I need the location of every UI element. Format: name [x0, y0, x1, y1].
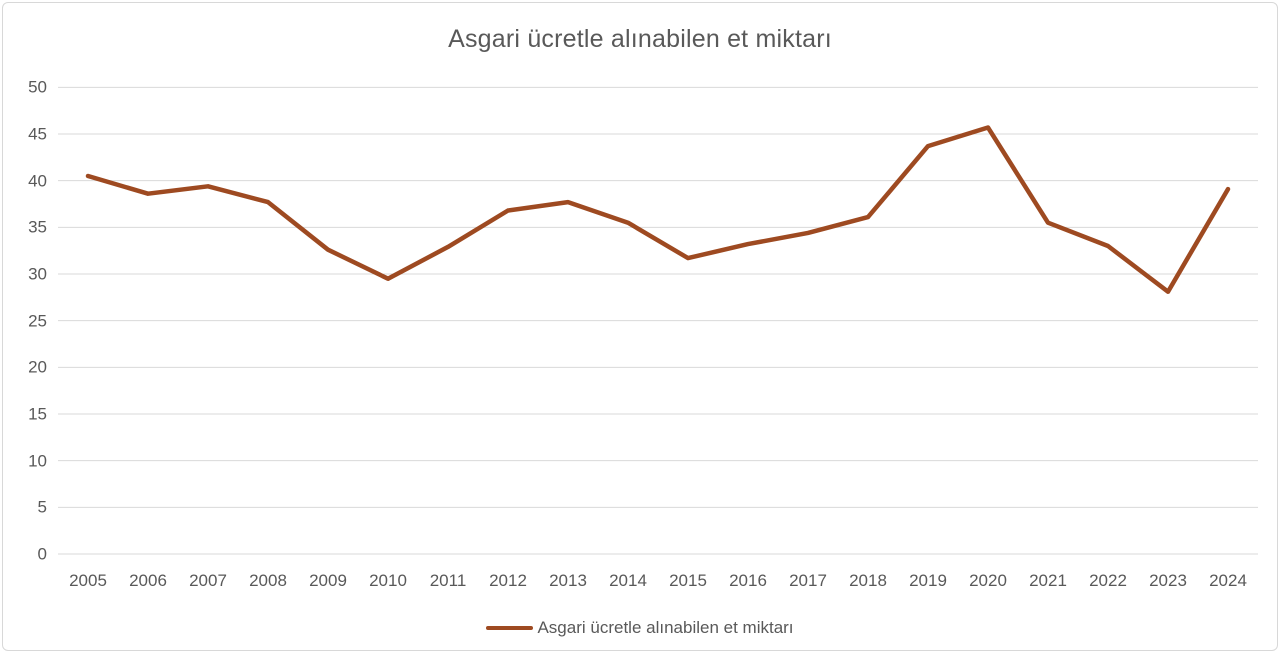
x-tick-label: 2011 — [429, 571, 467, 590]
x-tick-label: 2007 — [189, 571, 227, 590]
y-tick-label: 50 — [28, 77, 47, 97]
x-tick-label: 2010 — [369, 571, 407, 590]
x-tick-label: 2013 — [549, 571, 587, 590]
x-tick-label: 2018 — [849, 571, 887, 590]
x-tick-label: 2012 — [489, 571, 527, 590]
x-tick-label: 2021 — [1029, 571, 1067, 590]
y-tick-label: 25 — [28, 311, 47, 331]
x-tick-label: 2006 — [129, 571, 167, 590]
x-tick-label: 2016 — [729, 571, 767, 590]
line-chart-plot — [58, 86, 1258, 555]
legend-label: Asgari ücretle alınabilen et miktarı — [537, 618, 794, 637]
y-tick-label: 0 — [37, 544, 47, 564]
x-tick-label: 2005 — [69, 571, 107, 590]
y-tick-label: 35 — [28, 217, 47, 237]
data-line — [85, 125, 1231, 294]
y-tick-label: 20 — [28, 357, 47, 377]
x-tick-label: 2022 — [1089, 571, 1127, 590]
x-tick-label: 2023 — [1149, 571, 1187, 590]
x-tick-label: 2014 — [609, 571, 647, 590]
x-tick-label: 2017 — [789, 571, 827, 590]
x-tick-label: 2020 — [969, 571, 1007, 590]
x-tick-label: 2008 — [249, 571, 287, 590]
y-tick-label: 5 — [37, 497, 47, 517]
chart-title: Asgari ücretle alınabilen et miktarı — [448, 25, 832, 53]
y-tick-label: 45 — [28, 124, 47, 144]
x-tick-label: 2009 — [309, 571, 347, 590]
x-tick-label: 2015 — [669, 571, 707, 590]
y-tick-label: 40 — [28, 171, 47, 191]
y-tick-label: 10 — [28, 451, 47, 471]
x-tick-label: 2019 — [909, 571, 947, 590]
y-tick-label: 15 — [28, 404, 47, 424]
x-tick-label: 2024 — [1209, 571, 1247, 590]
legend-line-swatch — [486, 625, 534, 631]
chart-legend: Asgari ücretle alınabilen et miktarı — [3, 618, 1277, 637]
y-tick-label: 30 — [28, 264, 47, 284]
